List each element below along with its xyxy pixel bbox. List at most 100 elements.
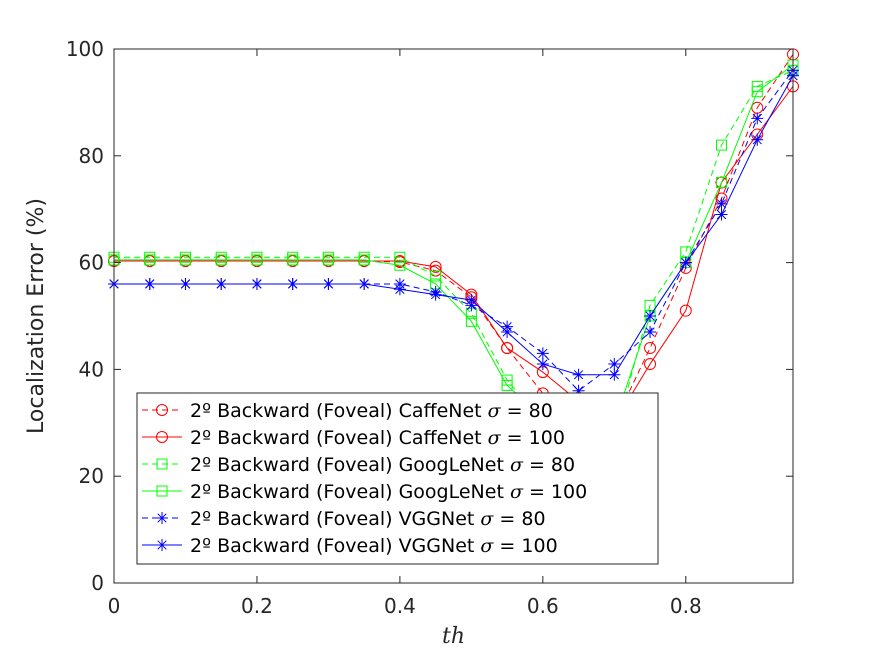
legend-item: 2º Backward (Foveal) GoogLeNet σ = 100: [142, 481, 587, 503]
data-point: [644, 326, 657, 339]
data-point: [322, 277, 335, 290]
legend-label: 2º Backward (Foveal) VGGNet σ = 80: [190, 508, 546, 530]
data-point: [250, 277, 263, 290]
data-point: [393, 283, 406, 296]
legend-label: 2º Backward (Foveal) CaffeNet σ = 80: [190, 400, 553, 422]
legend-sigma-symbol: σ: [510, 454, 524, 476]
legend-sigma-symbol: σ: [488, 400, 502, 422]
data-point: [287, 254, 299, 266]
y-tick-label: 100: [66, 37, 104, 61]
data-point: [322, 254, 334, 266]
series-layer: [108, 48, 799, 450]
legend-item: 2º Backward (Foveal) CaffeNet σ = 80: [142, 400, 553, 422]
data-point: [751, 86, 763, 98]
legend-sigma-value: = 100: [501, 427, 565, 449]
legend-sigma-symbol: σ: [480, 508, 494, 530]
legend-series-name: 2º Backward (Foveal) GoogLeNet: [190, 481, 510, 503]
data-point: [501, 342, 514, 355]
data-point: [286, 277, 299, 290]
data-point: [501, 379, 513, 391]
series-line: [114, 70, 794, 392]
legend-marker: [156, 404, 168, 416]
data-point: [465, 315, 477, 327]
y-tick-labels: 0 20 40 60 80 100: [66, 37, 104, 595]
legend-series-name: 2º Backward (Foveal) CaffeNet: [190, 427, 488, 449]
data-point: [608, 368, 621, 381]
data-point: [572, 384, 585, 397]
y-tick-label: 40: [79, 357, 104, 381]
data-point: [394, 251, 406, 263]
legend-series-name: 2º Backward (Foveal) CaffeNet: [190, 400, 488, 422]
data-point: [429, 260, 442, 273]
legend-item: 2º Backward (Foveal) VGGNet σ = 80: [142, 508, 546, 530]
data-point: [430, 270, 442, 282]
legend-sigma-symbol: σ: [510, 481, 524, 503]
data-point: [608, 358, 621, 371]
series-3: [108, 64, 799, 450]
data-point: [144, 254, 156, 266]
data-point: [358, 254, 370, 266]
legend-sigma-value: = 100: [523, 481, 587, 503]
series-line: [114, 54, 794, 424]
legend-sigma-value: = 100: [493, 535, 557, 557]
legend-series-name: 2º Backward (Foveal) VGGNet: [190, 535, 480, 557]
data-point: [679, 256, 692, 269]
legend-series-name: 2º Backward (Foveal) GoogLeNet: [190, 454, 510, 476]
series-6: [108, 69, 799, 381]
y-tick-label: 80: [79, 144, 104, 168]
data-point: [751, 133, 764, 146]
legend-marker: [156, 458, 168, 470]
legend-item: 2º Backward (Foveal) GoogLeNet σ = 80: [142, 454, 575, 476]
x-tick-label: 0.2: [241, 594, 273, 618]
data-point: [716, 139, 728, 151]
x-tick-label: 0.6: [527, 594, 559, 618]
x-axis-title: th: [442, 624, 465, 649]
series-1: [108, 48, 799, 429]
legend-sigma-value: = 80: [523, 454, 575, 476]
data-point: [644, 310, 657, 322]
legend-box: [136, 392, 659, 565]
y-tick-label: 0: [91, 571, 104, 595]
data-point: [679, 304, 692, 317]
data-point: [644, 342, 657, 355]
legend-sigma-symbol: σ: [488, 427, 502, 449]
tick-marks: [113, 48, 793, 584]
legend-label: 2º Backward (Foveal) GoogLeNet σ = 80: [190, 454, 575, 476]
data-point: [715, 197, 728, 210]
data-point: [572, 368, 585, 381]
data-point: [429, 288, 442, 301]
legend-label: 2º Backward (Foveal) CaffeNet σ = 100: [190, 427, 565, 449]
y-tick-label: 60: [79, 251, 104, 275]
legend-sigma-value: = 80: [493, 508, 545, 530]
legend-item: 2º Backward (Foveal) VGGNet σ = 100: [142, 535, 558, 557]
legend-marker: [156, 539, 168, 551]
data-point: [179, 254, 191, 266]
legend-marker: [156, 485, 168, 497]
data-point: [465, 293, 478, 306]
legend-marker: [156, 431, 168, 443]
data-point: [751, 112, 764, 125]
x-tick-label: 0.4: [384, 594, 416, 618]
data-point: [358, 277, 371, 290]
series-line: [114, 75, 794, 376]
data-point: [715, 208, 728, 221]
legend-marker: [156, 512, 168, 524]
series-5: [108, 64, 799, 397]
legend-label: 2º Backward (Foveal) GoogLeNet σ = 100: [190, 481, 587, 503]
series-2: [108, 80, 799, 429]
data-point: [215, 277, 228, 290]
legend-sigma-value: = 80: [501, 400, 553, 422]
series-line: [114, 69, 794, 445]
legend-label: 2º Backward (Foveal) VGGNet σ = 100: [190, 535, 558, 557]
data-point: [536, 358, 549, 371]
legend-series-name: 2º Backward (Foveal) VGGNet: [190, 508, 480, 530]
data-point: [179, 277, 192, 290]
legend-item: 2º Backward (Foveal) CaffeNet σ = 100: [142, 427, 565, 449]
data-point: [536, 347, 549, 360]
y-axis-title: Localization Error (%): [24, 198, 49, 434]
data-point: [644, 358, 657, 371]
data-point: [215, 254, 227, 266]
x-tick-label: 0.8: [670, 594, 702, 618]
